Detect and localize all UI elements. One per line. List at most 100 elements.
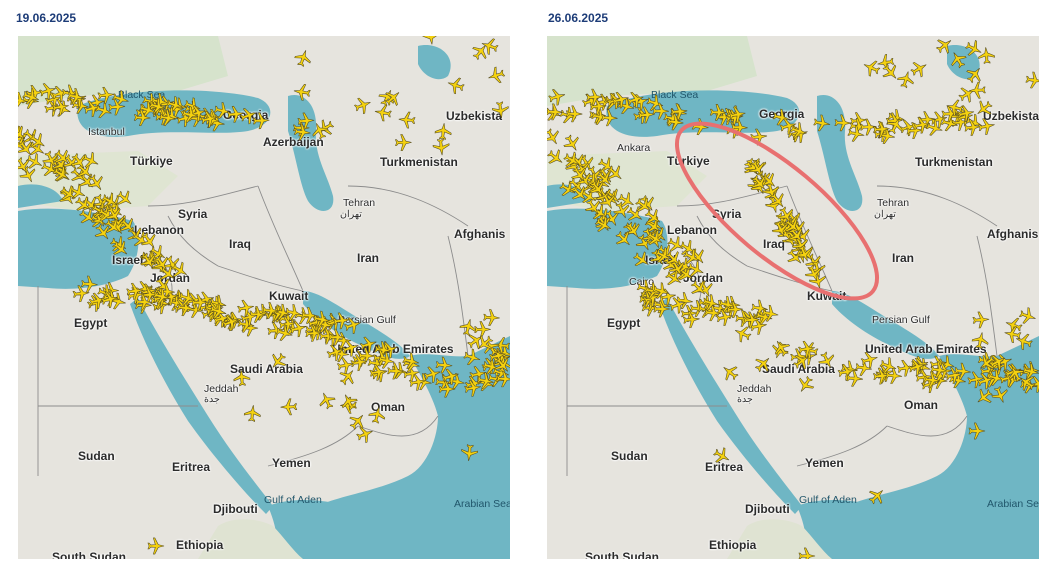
aircraft-icon bbox=[879, 357, 897, 374]
aircraft-icon bbox=[751, 174, 766, 190]
aircraft-icon bbox=[600, 109, 618, 127]
aircraft-icon bbox=[18, 91, 28, 109]
aircraft-icon bbox=[119, 217, 134, 232]
aircraft-icon bbox=[834, 114, 852, 132]
aircraft-icon bbox=[353, 97, 371, 115]
aircraft-icon bbox=[798, 547, 816, 559]
label-tehran: Tehran bbox=[877, 197, 910, 209]
aircraft-icon bbox=[239, 107, 257, 125]
aircraft-icon bbox=[341, 340, 359, 357]
label-arabian-sea: Arabian Sea bbox=[987, 498, 1039, 510]
aircraft-icon bbox=[779, 118, 797, 135]
aircraft-icon bbox=[958, 87, 975, 103]
aircraft-icon bbox=[977, 388, 993, 403]
aircraft-icon bbox=[847, 125, 865, 142]
aircraft-icon bbox=[237, 299, 255, 317]
aircraft-icon bbox=[312, 123, 329, 140]
aircraft-icon bbox=[358, 347, 375, 365]
aircraft-icon bbox=[644, 282, 661, 300]
aircraft-icon bbox=[860, 118, 877, 136]
aircraft-icon bbox=[666, 113, 684, 131]
aircraft-icon bbox=[494, 356, 509, 372]
aircraft-icon bbox=[565, 105, 583, 123]
aircraft-icon bbox=[176, 299, 194, 317]
aircraft-icon bbox=[491, 101, 509, 119]
aircraft-icon bbox=[340, 396, 357, 414]
aircraft-icon bbox=[563, 151, 580, 167]
aircraft-icon bbox=[968, 422, 986, 440]
aircraft-icon bbox=[930, 111, 948, 129]
aircraft-icon bbox=[493, 337, 510, 355]
aircraft-icon bbox=[777, 206, 794, 223]
aircraft-icon bbox=[294, 50, 311, 67]
aircraft-icon bbox=[772, 108, 790, 126]
aircraft-icon bbox=[233, 369, 251, 387]
aircraft-icon bbox=[293, 123, 311, 141]
aircraft-icon bbox=[754, 357, 770, 373]
label-afghanistan: Afghanis bbox=[454, 227, 506, 241]
aircraft-icon bbox=[52, 165, 69, 182]
aircraft-icon bbox=[774, 340, 791, 357]
label-egypt: Egypt bbox=[607, 316, 641, 330]
flight-map-right[interactable]: Black Sea Georgia Uzbekista Ankara Türki… bbox=[547, 36, 1039, 559]
aircraft-icon bbox=[652, 102, 670, 120]
aircraft-icon bbox=[986, 369, 1004, 386]
flight-map-left[interactable]: Black Sea Georgia Uzbekista Istanbul Aze… bbox=[18, 36, 510, 559]
aircraft-icon bbox=[213, 102, 231, 119]
label-yemen: Yemen bbox=[805, 456, 844, 470]
label-eritrea: Eritrea bbox=[172, 460, 211, 474]
aircraft-icon bbox=[734, 326, 752, 343]
aircraft-icon bbox=[954, 362, 971, 380]
aircraft-icon bbox=[434, 123, 452, 140]
label-istanbul: Istanbul bbox=[88, 126, 125, 138]
aircraft-icon bbox=[438, 380, 456, 398]
label-jeddah: Jeddah bbox=[737, 383, 772, 395]
aircraft-icon bbox=[474, 321, 491, 338]
aircraft-icon bbox=[769, 192, 784, 208]
aircraft-icon bbox=[441, 368, 459, 386]
date-label-left: 19.06.2025 bbox=[16, 11, 77, 25]
aircraft-icon bbox=[91, 202, 108, 218]
label-djibouti: Djibouti bbox=[213, 502, 258, 516]
aircraft-icon bbox=[461, 444, 479, 462]
aircraft-icon bbox=[813, 114, 831, 132]
label-tehran-ar: تهران bbox=[340, 209, 362, 220]
aircraft-icon bbox=[181, 105, 199, 123]
aircraft-icon bbox=[72, 285, 90, 303]
aircraft-icon bbox=[762, 182, 780, 200]
aircraft-icon bbox=[339, 370, 354, 386]
aircraft-icon bbox=[59, 185, 76, 201]
aircraft-icon bbox=[398, 111, 416, 129]
aircraft-icon bbox=[896, 359, 914, 377]
aircraft-icon bbox=[689, 300, 707, 317]
aircraft-icon bbox=[976, 372, 994, 390]
aircraft-icon bbox=[280, 398, 298, 416]
aircraft-icon bbox=[25, 153, 42, 169]
aircraft-icon bbox=[882, 63, 897, 79]
aircraft-icon bbox=[742, 311, 760, 329]
aircraft-icon bbox=[289, 320, 307, 338]
aircraft-icon bbox=[771, 220, 788, 237]
aircraft-icon bbox=[967, 371, 985, 389]
aircraft-icon bbox=[613, 201, 630, 219]
aircraft-icon bbox=[748, 159, 765, 176]
aircraft-icon bbox=[886, 117, 903, 135]
aircraft-icon bbox=[690, 280, 706, 295]
label-ankara: Ankara bbox=[617, 142, 651, 154]
aircraft-icon bbox=[935, 39, 952, 54]
aircraft-icon bbox=[804, 264, 822, 282]
aircraft-icon bbox=[435, 356, 453, 374]
aircraft-icon bbox=[38, 83, 56, 100]
aircraft-icon bbox=[133, 109, 151, 126]
aircraft-icon bbox=[476, 372, 494, 389]
label-iraq: Iraq bbox=[229, 237, 252, 251]
aircraft-icon bbox=[665, 250, 680, 266]
aircraft-icon bbox=[22, 88, 39, 105]
label-eritrea: Eritrea bbox=[705, 460, 744, 474]
aircraft-icon bbox=[402, 352, 420, 370]
label-uzbekistan: Uzbekista bbox=[446, 109, 503, 123]
date-label-right: 26.06.2025 bbox=[548, 11, 609, 25]
label-gulf-of-aden: Gulf of Aden bbox=[264, 494, 322, 506]
aircraft-icon bbox=[636, 279, 654, 297]
aircraft-icon bbox=[860, 351, 878, 369]
